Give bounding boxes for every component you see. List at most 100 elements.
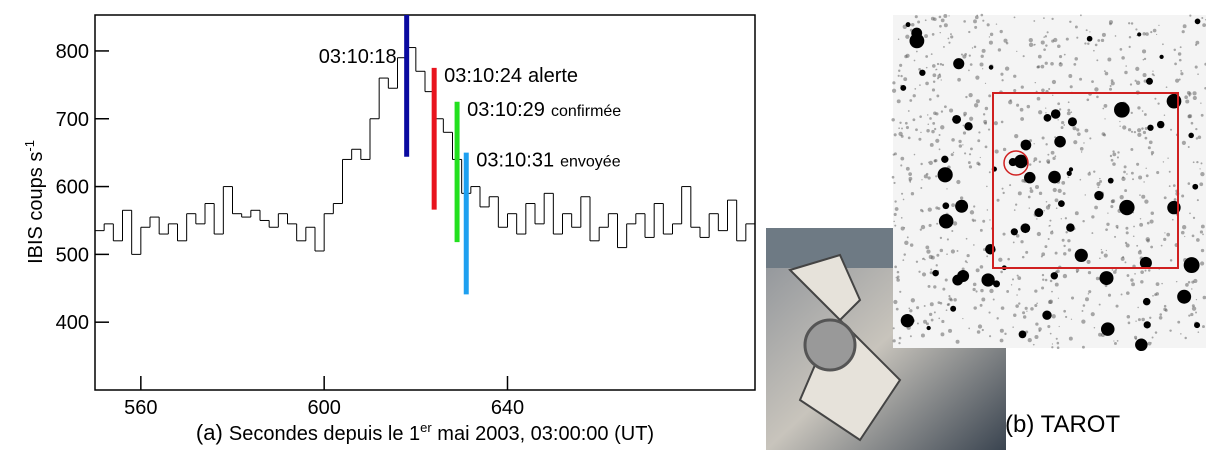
speck [926,249,931,254]
speck [1191,280,1195,284]
speck [893,220,895,223]
speck [1046,31,1049,34]
speck [1017,191,1022,196]
speck [1082,304,1086,307]
speck [1127,128,1132,132]
speck [1022,315,1027,319]
speck [909,335,912,338]
speck [1029,139,1033,143]
speck [1089,137,1092,140]
x-label-main: Secondes depuis le 1 [229,423,420,445]
speck [936,77,940,80]
speck [998,257,1003,262]
star [1137,32,1142,37]
speck [1130,147,1134,151]
speck [1049,332,1052,335]
speck [904,240,909,245]
speck [900,156,905,161]
speck [1140,270,1144,274]
speck [1107,57,1112,62]
speck [1005,41,1009,45]
speck [1152,70,1154,72]
speck [1110,204,1114,209]
speck [980,288,984,293]
speck [1100,251,1104,254]
speck [1042,278,1045,281]
speck [1180,72,1184,76]
speck [919,228,922,231]
speck [988,40,993,45]
speck [1177,52,1182,56]
speck [1014,133,1019,139]
speck [909,309,913,313]
speck [1085,29,1088,32]
speck [1070,318,1073,320]
speck [1062,273,1068,279]
speck [1091,232,1094,234]
speck [981,297,986,302]
speck [1112,150,1115,153]
speck [905,34,910,39]
speck [1119,195,1124,200]
speck [897,74,900,77]
speck [988,94,992,98]
speck [1026,310,1028,312]
speck [1093,170,1096,173]
speck [931,88,936,92]
speck [1054,198,1059,203]
y-label-exp: -1 [22,140,37,152]
speck [894,224,897,227]
star [1177,289,1192,304]
speck [1036,218,1038,220]
speck [923,319,928,324]
speck [1063,252,1067,256]
speck [1001,187,1004,190]
speck [961,267,965,271]
speck [1128,45,1131,49]
speck [1154,331,1158,334]
speck [941,63,945,67]
speck [919,115,922,118]
speck [1158,315,1163,320]
speck [1017,276,1022,280]
speck [1018,302,1021,305]
speck [1131,282,1135,287]
speck [977,139,981,143]
speck [951,138,955,142]
speck [893,212,897,217]
speck [1110,158,1114,162]
speck [1065,315,1068,319]
speck [1048,225,1050,227]
speck [1163,196,1167,200]
speck [982,19,985,22]
speck [1184,235,1186,238]
speck [1184,336,1187,340]
speck [1000,306,1005,310]
star [1114,101,1130,118]
speck [1143,79,1147,83]
speck [1104,71,1109,76]
speck [1135,28,1138,31]
speck [977,324,983,329]
speck [1079,146,1084,151]
speck [916,306,920,310]
speck [925,245,930,250]
speck [971,47,974,49]
speck [1027,195,1031,199]
speck [972,220,975,223]
speck [1095,276,1100,281]
event-label: 03:10:29 confirmée [467,99,621,121]
event-time: 03:10:31 [476,150,554,172]
speck [1165,86,1168,89]
speck [1021,255,1025,259]
speck [1199,168,1201,170]
star [1020,223,1031,234]
speck [973,306,977,310]
speck [1105,249,1107,252]
speck [1060,218,1062,220]
speck [1051,346,1054,349]
speck [999,338,1004,343]
speck [996,198,1000,202]
speck [900,226,905,231]
speck [1090,312,1095,317]
